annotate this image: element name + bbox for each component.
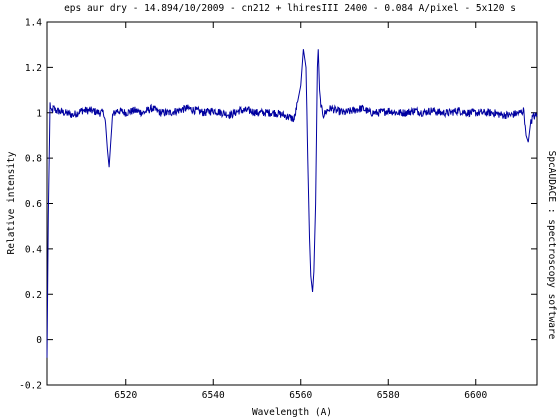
plot-frame <box>46 21 538 386</box>
y-tick-label: 1.2 <box>25 63 42 74</box>
y-tick-label: 0.4 <box>25 244 42 255</box>
y-tick-label: 1 <box>36 108 42 119</box>
x-tick-label: 6520 <box>114 390 137 401</box>
y-tick-label: 0.2 <box>25 290 42 301</box>
x-tick-label: 6580 <box>377 390 400 401</box>
chart-title: eps aur dry - 14.894/10/2009 - cn212 + l… <box>64 3 516 14</box>
x-axis: 6520 6540 6560 6580 6600 <box>114 22 487 401</box>
y-tick-label: -0.2 <box>19 381 42 392</box>
x-tick-label: 6560 <box>289 390 312 401</box>
y-tick-label: 0.6 <box>25 199 42 210</box>
y-axis-label: Relative intensity <box>6 151 17 254</box>
y-tick-label: 1.4 <box>25 18 42 29</box>
y-tick-label: 0.8 <box>25 154 42 165</box>
y-axis: -0.2 0 0.2 0.4 0.6 0.8 1 1.2 1.4 <box>19 18 537 392</box>
x-tick-label: 6540 <box>202 390 225 401</box>
x-tick-label: 6600 <box>464 390 487 401</box>
x-axis-label: Wavelength (A) <box>252 407 332 418</box>
software-label: SpcAUDACE : spectroscopy software <box>546 151 557 340</box>
y-tick-label: 0 <box>36 335 42 346</box>
spectrum-line <box>46 49 538 358</box>
